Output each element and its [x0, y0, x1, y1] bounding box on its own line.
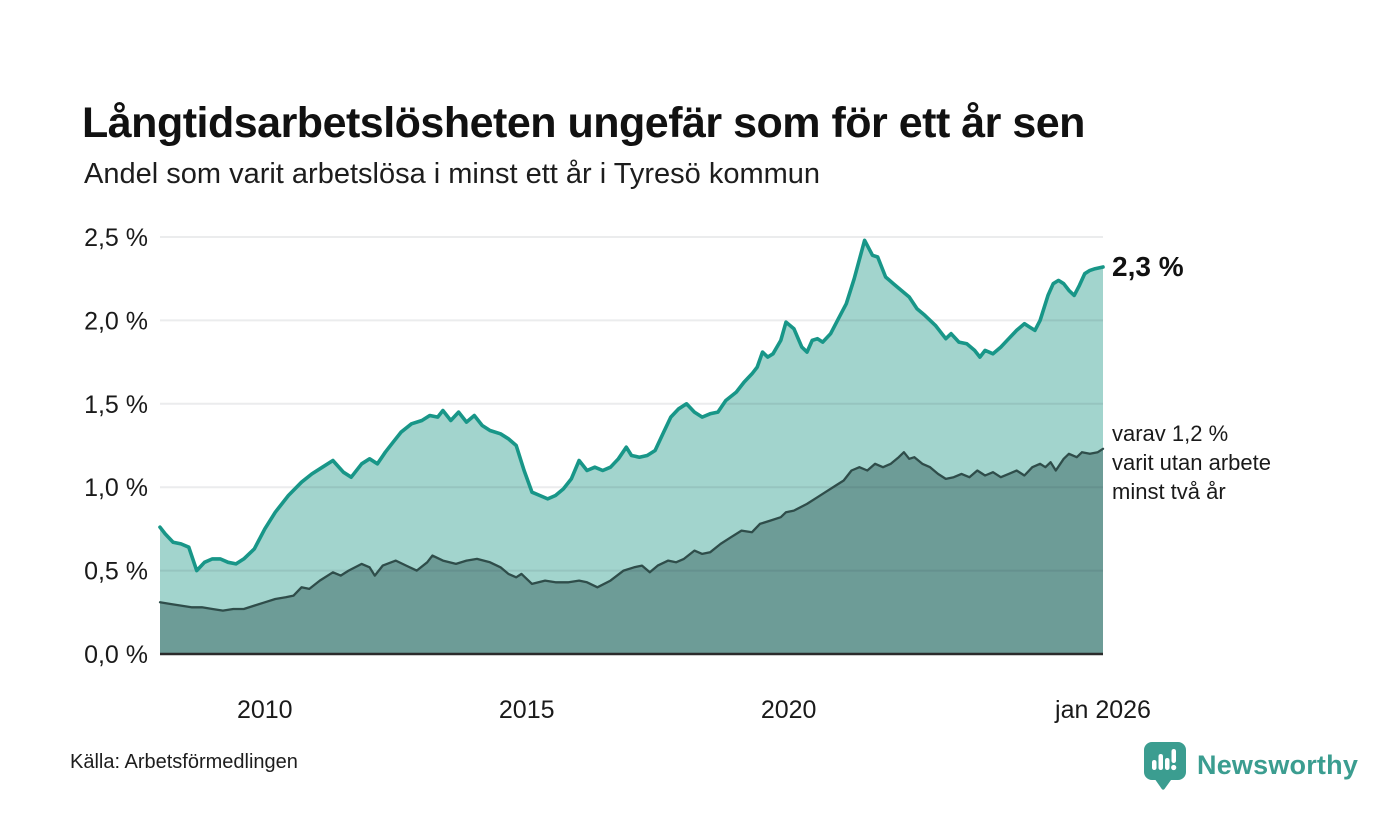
y-tick-1,5 %: 1,5 %: [84, 391, 148, 419]
series-line-1: [158, 447, 1105, 612]
series-line-0: [158, 238, 1105, 573]
x-axis-labels: 2010 2015 2020 jan 2026: [237, 696, 1151, 724]
x-tick-2020: 2020: [761, 696, 817, 724]
series-end-label-secondary: varav 1,2 % varit utan arbete minst två …: [1112, 419, 1271, 506]
x-tick-2015: 2015: [499, 696, 555, 724]
series-end-label-secondary-line1: varav 1,2 %: [1112, 421, 1229, 446]
y-tick-2,5 %: 2,5 %: [84, 224, 148, 252]
series-area-1: [160, 448, 1103, 654]
chart-subtitle: Andel som varit arbetslösa i minst ett å…: [84, 158, 821, 190]
series-end-label-secondary-line3: minst två år: [1112, 479, 1226, 504]
newsworthy-logo-icon: [1143, 740, 1187, 790]
y-tick-0,5 %: 0,5 %: [84, 558, 148, 586]
y-axis-labels: 0,0 % 0,5 % 1,0 % 1,5 % 2,0 % 2,5 %: [84, 224, 148, 669]
y-tick-1,0 %: 1,0 %: [84, 474, 148, 502]
page-title: Långtidsarbetslösheten ungefär som för e…: [82, 98, 1085, 147]
x-tick-2010: 2010: [237, 696, 293, 724]
series-end-label-total: 2,3 %: [1112, 251, 1184, 282]
series-end-label-secondary-line2: varit utan arbete: [1112, 450, 1271, 475]
source-attribution: Källa: Arbetsförmedlingen: [70, 751, 298, 773]
newsworthy-logo-text: Newsworthy: [1197, 749, 1359, 780]
x-tick-jan 2026: jan 2026: [1054, 696, 1151, 724]
gridlines: [160, 236, 1103, 572]
newsworthy-logo[interactable]: Newsworthy: [1143, 740, 1358, 790]
y-tick-2,0 %: 2,0 %: [84, 307, 148, 335]
y-tick-0,0 %: 0,0 %: [84, 641, 148, 669]
